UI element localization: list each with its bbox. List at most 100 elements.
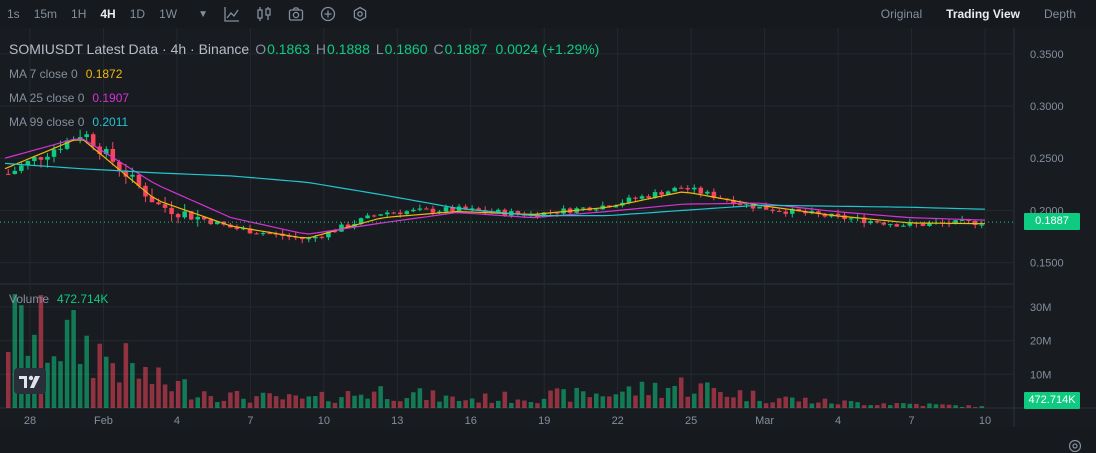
volume-bar xyxy=(809,403,815,408)
volume-bar xyxy=(855,402,860,408)
volume-bar xyxy=(38,295,44,408)
volume-bar xyxy=(90,377,96,408)
candle-body xyxy=(678,187,684,189)
time-tick-label: 19 xyxy=(538,415,550,427)
volume-bar xyxy=(659,397,664,408)
candle-body xyxy=(763,206,769,210)
candle-body xyxy=(437,211,442,213)
time-tick-label: Feb xyxy=(94,415,113,427)
volume-bar xyxy=(293,395,298,408)
candlestick-indicator-icon[interactable] xyxy=(253,3,275,25)
current-volume-tag: 472.714K xyxy=(1024,392,1080,409)
timeframe-15m[interactable]: 15m xyxy=(33,7,58,21)
candle-body xyxy=(300,237,305,240)
candle-body xyxy=(430,208,436,213)
add-circle-icon[interactable] xyxy=(317,3,339,25)
candle-body xyxy=(371,215,377,217)
time-tick-label: Mar xyxy=(755,415,774,427)
candle-body xyxy=(783,211,788,214)
volume-bar xyxy=(594,393,599,408)
volume-bar xyxy=(443,395,449,408)
candle-body xyxy=(580,207,586,209)
volume-bar xyxy=(104,356,109,408)
volume-bar xyxy=(19,305,24,408)
timeframe-1h[interactable]: 1H xyxy=(71,7,87,21)
line-chart-icon[interactable] xyxy=(221,3,243,25)
change-value: 0.0024 (+1.29%) xyxy=(495,41,600,57)
candle-body xyxy=(737,204,743,206)
timeframe-4h[interactable]: 4H xyxy=(100,7,116,21)
chart-area[interactable]: 0.3500 0.3000 0.2500 0.2000 0.1500 30M 20M 10M 2… xyxy=(0,28,1096,453)
volume-bar xyxy=(188,399,194,408)
candle-body xyxy=(424,208,429,210)
volume-bar xyxy=(332,402,338,408)
volume-bar xyxy=(12,294,18,408)
time-tick-label: 4 xyxy=(174,415,180,427)
volume-bar xyxy=(737,390,743,408)
view-tab-depth[interactable]: Depth xyxy=(1043,7,1076,21)
volume-bar xyxy=(358,394,364,408)
candle-body xyxy=(378,214,383,216)
candle-body xyxy=(188,211,194,220)
volume-bar xyxy=(790,397,795,408)
ohlc-value-c: 0.1887 xyxy=(444,41,488,57)
volume-bar xyxy=(482,393,488,408)
ohlc-label-c: C xyxy=(433,41,444,57)
candle-body xyxy=(790,208,795,214)
volume-bar xyxy=(959,406,965,408)
volume-bar xyxy=(313,396,318,408)
volume-bar xyxy=(378,386,383,408)
candle-body xyxy=(162,204,168,208)
candle-body xyxy=(345,224,351,228)
gear-hex-icon[interactable] xyxy=(349,3,371,25)
candle-body xyxy=(594,209,599,211)
ma99-legend[interactable]: MA 99 close 0 0.2011 xyxy=(9,115,128,129)
volume-bar xyxy=(874,405,880,408)
candlestick-chart[interactable]: 0.35000.30000.25000.20000.150030M20M10M2… xyxy=(0,28,1096,427)
candle-body xyxy=(639,196,645,199)
candle-body xyxy=(319,236,325,238)
volume-label: Volume xyxy=(9,292,50,306)
volume-bar xyxy=(580,391,586,408)
volume-bar xyxy=(162,384,168,408)
candle-body xyxy=(901,225,906,227)
volume-bar xyxy=(750,390,756,408)
candle-body xyxy=(443,207,449,212)
caret-down-icon[interactable]: ▼ xyxy=(198,8,208,20)
timeframe-1s[interactable]: 1s xyxy=(7,7,20,21)
volume-bar xyxy=(424,399,429,408)
candle-body xyxy=(888,224,893,226)
volume-bar xyxy=(718,391,723,408)
candle-body xyxy=(672,187,677,192)
candle-body xyxy=(868,221,873,224)
volume-bar xyxy=(731,397,736,408)
candle-body xyxy=(907,222,913,226)
volume-bar xyxy=(953,405,958,408)
camera-icon[interactable] xyxy=(285,3,307,25)
volume-bar xyxy=(450,396,455,408)
ma7-legend[interactable]: MA 7 close 0 0.1872 xyxy=(9,67,122,81)
volume-bar xyxy=(881,403,886,408)
candle-body xyxy=(32,157,37,161)
volume-bar xyxy=(182,379,187,408)
time-tick-label: 10 xyxy=(318,415,330,427)
timeframe-1w[interactable]: 1W xyxy=(159,7,178,21)
volume-bar xyxy=(757,400,762,408)
volume-bar xyxy=(411,392,416,408)
candle-body xyxy=(698,187,704,194)
volume-bar xyxy=(894,403,900,408)
ma25-legend[interactable]: MA 25 close 0 0.1907 xyxy=(9,91,129,105)
volume-bar xyxy=(692,393,697,408)
timeframe-1d[interactable]: 1D xyxy=(129,7,146,21)
chart-settings-icon[interactable] xyxy=(1068,439,1082,453)
ma25-value: 0.1907 xyxy=(92,91,130,105)
candle-body xyxy=(796,208,802,212)
volume-bar xyxy=(326,401,331,408)
timeframe-selector: 1s 15m 1H 4H 1D 1W xyxy=(0,0,184,28)
volume-bar xyxy=(522,400,527,408)
volume-bar xyxy=(848,401,854,408)
ma99-label: MA 99 close 0 xyxy=(9,115,85,129)
volume-bar xyxy=(280,399,285,408)
view-tab-original[interactable]: Original xyxy=(880,7,923,21)
view-tab-trading-view[interactable]: Trading View xyxy=(946,7,1020,21)
